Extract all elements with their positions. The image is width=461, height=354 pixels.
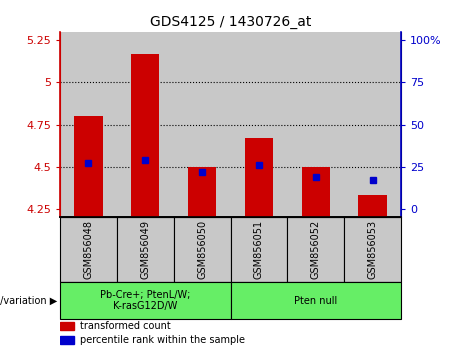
- Bar: [344, 217, 401, 282]
- Bar: [131, 54, 160, 217]
- Bar: [60, 217, 117, 282]
- Bar: [245, 138, 273, 217]
- Text: percentile rank within the sample: percentile rank within the sample: [80, 335, 245, 345]
- Text: GSM856049: GSM856049: [140, 220, 150, 279]
- Bar: [344, 32, 401, 217]
- Bar: [287, 217, 344, 282]
- Bar: [60, 322, 74, 330]
- Text: GSM856050: GSM856050: [197, 220, 207, 279]
- Text: genotype/variation ▶: genotype/variation ▶: [0, 296, 57, 306]
- Text: GSM856053: GSM856053: [367, 220, 378, 279]
- Bar: [301, 167, 330, 217]
- Text: Pb-Cre+; PtenL/W;
K-rasG12D/W: Pb-Cre+; PtenL/W; K-rasG12D/W: [100, 290, 190, 312]
- Bar: [230, 217, 287, 282]
- Bar: [74, 116, 102, 217]
- Text: Pten null: Pten null: [294, 296, 337, 306]
- Bar: [230, 282, 401, 319]
- Bar: [287, 32, 344, 217]
- Bar: [230, 32, 287, 217]
- Bar: [358, 195, 387, 217]
- Bar: [174, 32, 230, 217]
- Bar: [60, 32, 117, 217]
- Bar: [60, 336, 74, 344]
- Bar: [117, 32, 174, 217]
- Text: GSM856048: GSM856048: [83, 220, 94, 279]
- Text: GSM856052: GSM856052: [311, 220, 321, 279]
- Title: GDS4125 / 1430726_at: GDS4125 / 1430726_at: [150, 16, 311, 29]
- Bar: [188, 167, 216, 217]
- Bar: [174, 217, 230, 282]
- Bar: [117, 217, 174, 282]
- Text: transformed count: transformed count: [80, 321, 171, 331]
- Text: GSM856051: GSM856051: [254, 220, 264, 279]
- Bar: [60, 282, 230, 319]
